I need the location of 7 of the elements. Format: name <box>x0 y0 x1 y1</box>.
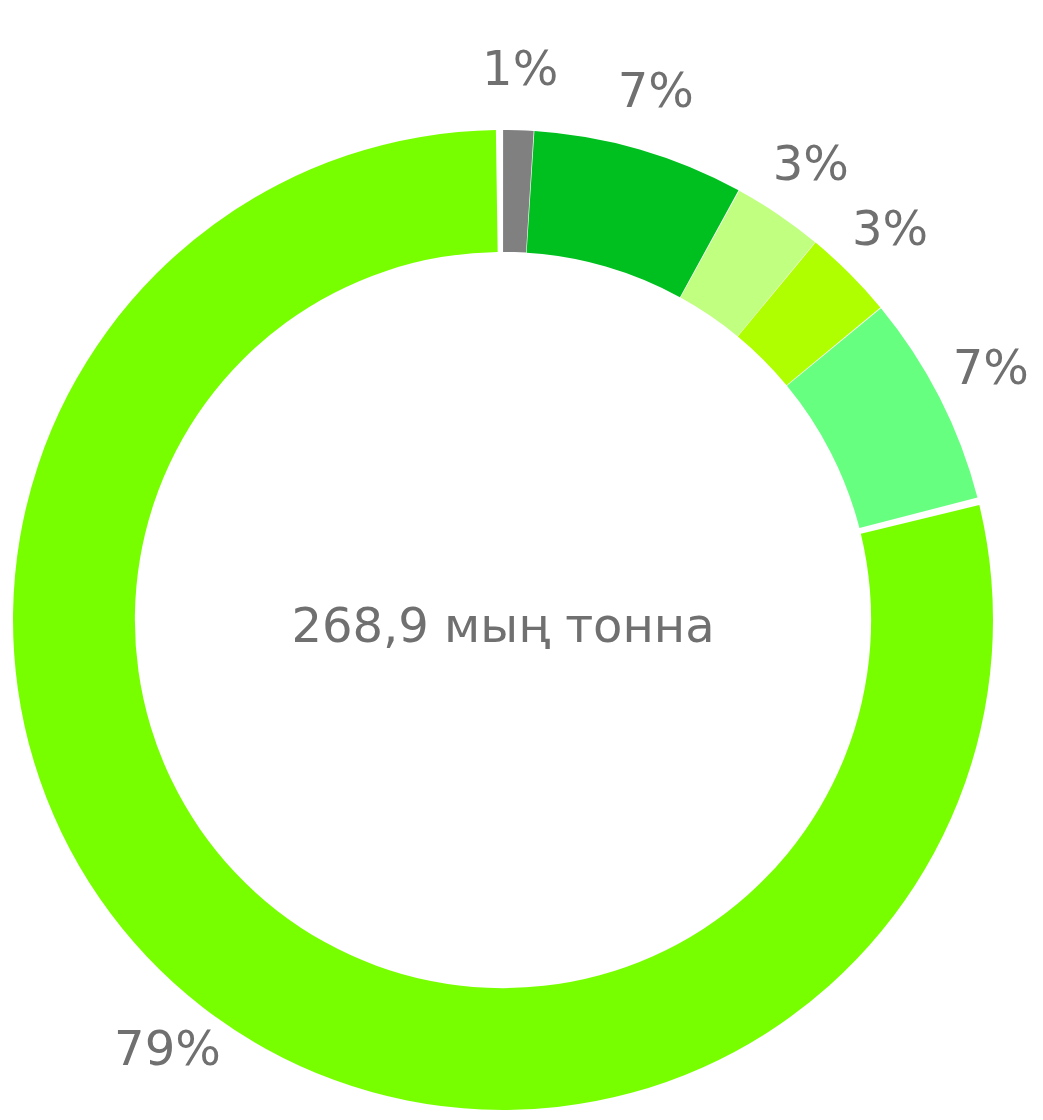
data-label: 7% <box>617 61 694 118</box>
data-label: 3% <box>772 134 849 191</box>
data-label: 1% <box>482 40 559 97</box>
text: 268,9 мың тонна <box>291 597 715 654</box>
data-label: 3% <box>852 200 929 257</box>
data-label: 79% <box>114 1020 221 1077</box>
data-label: 7% <box>952 338 1029 395</box>
